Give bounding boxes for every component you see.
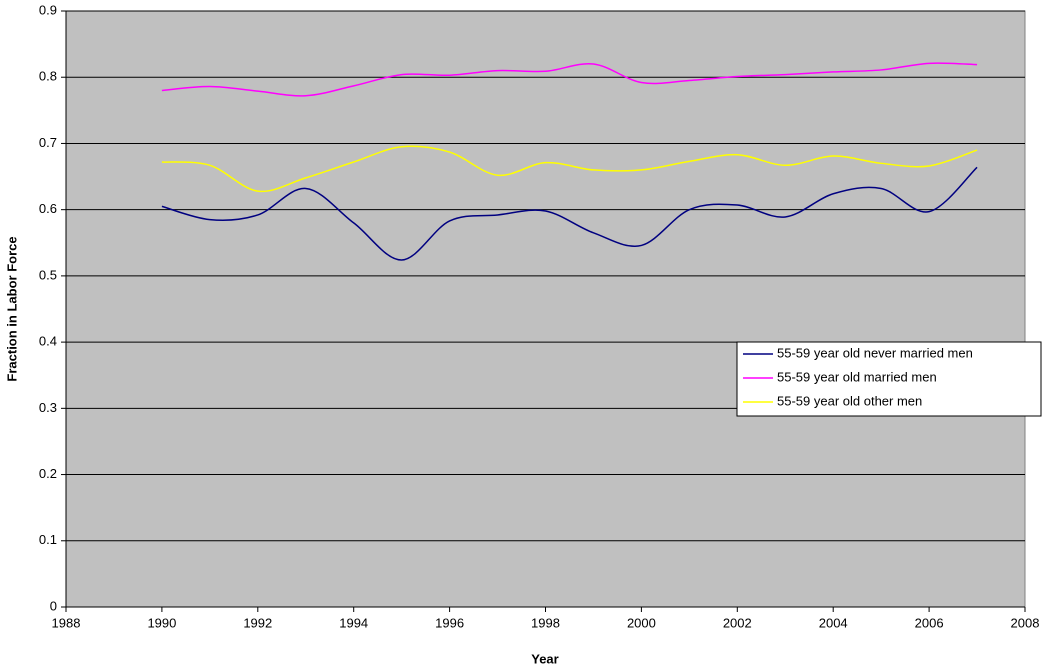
y-tick-label: 0.7 <box>39 135 57 150</box>
y-tick-label: 0.1 <box>39 532 57 547</box>
x-tick-label: 1998 <box>531 615 560 630</box>
series-line <box>161 145 978 193</box>
legend-label: 55-59 year old never married men <box>777 345 973 360</box>
y-axis-label: Fraction in Labor Force <box>4 236 19 381</box>
x-tick-label: 2004 <box>819 615 848 630</box>
legend-box <box>736 341 1042 417</box>
x-tick-label: 1994 <box>339 615 368 630</box>
y-tick-label: 0.3 <box>39 400 57 415</box>
y-tick-label: 0.2 <box>39 466 57 481</box>
y-tick-label: 0.5 <box>39 267 57 282</box>
x-axis-label: Year <box>531 651 558 666</box>
x-tick-label: 2000 <box>627 615 656 630</box>
x-tick-label: 2002 <box>723 615 752 630</box>
legend-label: 55-59 year old married men <box>777 369 937 384</box>
y-tick-label: 0.4 <box>39 334 57 349</box>
series-line <box>161 166 978 261</box>
plot-area <box>65 10 1026 608</box>
x-tick-label: 1990 <box>147 615 176 630</box>
y-tick-label: 0.9 <box>39 2 57 17</box>
y-tick-label: 0.8 <box>39 69 57 84</box>
y-tick-label: 0 <box>50 598 57 613</box>
x-tick-label: 1996 <box>435 615 464 630</box>
x-tick-label: 1988 <box>52 615 81 630</box>
y-tick-label: 0.6 <box>39 201 57 216</box>
legend-label: 55-59 year old other men <box>777 393 922 408</box>
series-line <box>161 62 978 97</box>
x-tick-label: 2008 <box>1011 615 1040 630</box>
x-tick-label: 2006 <box>915 615 944 630</box>
x-tick-label: 1992 <box>243 615 272 630</box>
